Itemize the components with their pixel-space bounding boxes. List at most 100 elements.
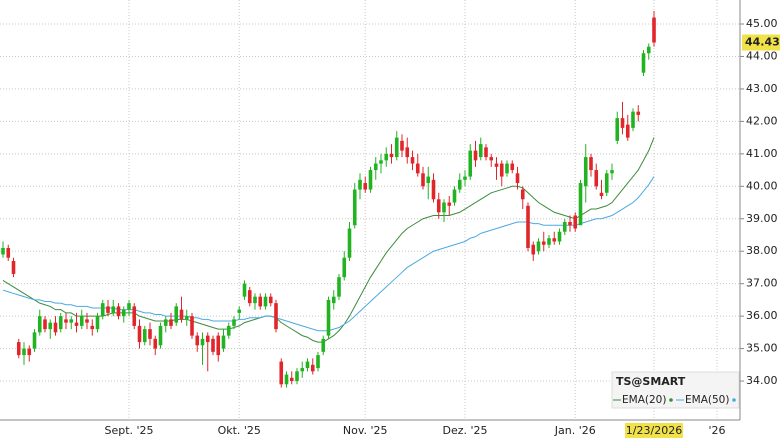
candle-body xyxy=(95,316,100,330)
last-price-label: 44.43 xyxy=(745,36,780,49)
candle-body xyxy=(494,163,499,167)
candle-body xyxy=(473,150,478,161)
candle-body xyxy=(268,296,273,304)
x-tick-label: '26 xyxy=(708,424,725,437)
candle-body xyxy=(242,283,247,297)
candle-body xyxy=(615,118,620,141)
candle-body xyxy=(106,306,110,313)
candle-body xyxy=(400,140,404,151)
candle-body xyxy=(505,163,509,174)
candle-body xyxy=(137,325,142,343)
x-tick-label: Sept. '25 xyxy=(104,424,153,437)
candle-body xyxy=(284,374,289,385)
candle-body xyxy=(489,157,494,161)
candle-body xyxy=(394,137,399,158)
legend-title: TS@SMART xyxy=(616,375,686,388)
candle-body xyxy=(321,338,326,352)
candle-body xyxy=(158,325,163,346)
candle-body xyxy=(358,179,362,190)
candle-body xyxy=(442,202,446,213)
candle-body xyxy=(121,309,126,317)
candle-body xyxy=(179,309,184,320)
candle-body xyxy=(326,299,331,336)
candle-body xyxy=(200,338,205,346)
candle-body xyxy=(646,46,651,54)
candle-body xyxy=(499,163,504,177)
candle-body xyxy=(295,371,299,382)
candle-body xyxy=(111,306,116,313)
candle-body xyxy=(247,290,252,304)
candle-body xyxy=(368,170,373,190)
candle-body xyxy=(148,329,152,339)
candle-body xyxy=(578,183,583,226)
candle-body xyxy=(116,306,121,317)
candle-body xyxy=(636,111,641,115)
candle-body xyxy=(132,306,137,326)
candle-body xyxy=(541,241,546,245)
candle-body xyxy=(22,348,26,356)
candle-body xyxy=(436,199,441,213)
candle-body xyxy=(573,215,578,229)
candle-body xyxy=(431,179,436,200)
candle-body xyxy=(237,309,242,313)
candle-body xyxy=(79,316,84,326)
candle-body xyxy=(410,157,415,164)
legend-label: EMA(20) xyxy=(622,394,666,406)
candle-body xyxy=(90,325,95,330)
candle-body xyxy=(64,319,68,323)
candle-body xyxy=(510,163,515,171)
candle-body xyxy=(100,303,105,317)
y-tick-label: 35.00 xyxy=(746,342,778,355)
candle-body xyxy=(48,322,53,330)
candle-body xyxy=(253,296,257,304)
last-price-box xyxy=(742,34,780,51)
candle-body xyxy=(37,316,42,333)
y-tick-label: 39.00 xyxy=(746,212,778,225)
candle-body xyxy=(463,176,467,180)
candle-body xyxy=(405,147,410,158)
y-tick-label: 34.00 xyxy=(746,374,778,387)
candle-body xyxy=(415,163,420,174)
y-tick-label: 40.00 xyxy=(746,179,778,192)
candle-body xyxy=(127,303,131,310)
legend: TS@SMART EMA(20) EMA(50) xyxy=(611,371,740,409)
candle-body xyxy=(363,183,368,190)
candle-body xyxy=(594,170,599,187)
candle-body xyxy=(447,202,452,206)
candle-body xyxy=(352,189,357,226)
y-tick-label: 37.00 xyxy=(746,277,778,290)
candle-body xyxy=(211,338,215,352)
candle-body xyxy=(16,342,21,356)
candle-body xyxy=(625,124,630,138)
candle-body xyxy=(373,163,378,171)
candle-body xyxy=(85,319,89,323)
candle-body xyxy=(342,257,347,278)
candle-body xyxy=(384,153,389,161)
y-tick-label: 44.00 xyxy=(746,49,778,62)
legend-dot xyxy=(732,398,736,402)
ema-line xyxy=(2,137,655,343)
candle-body xyxy=(6,247,11,258)
candle-body xyxy=(337,277,341,297)
candle-body xyxy=(74,322,79,326)
legend-box xyxy=(611,371,740,409)
candle-body xyxy=(205,335,210,343)
candle-body xyxy=(300,368,305,372)
candle-body xyxy=(142,329,147,343)
y-tick-label: 42.00 xyxy=(746,114,778,127)
candle-body xyxy=(620,118,625,128)
candle-body xyxy=(310,364,315,372)
candle-body xyxy=(562,222,567,232)
candle-body xyxy=(258,296,263,307)
candle-body xyxy=(484,147,488,158)
y-tick-label: 38.00 xyxy=(746,244,778,257)
candle-body xyxy=(195,335,200,346)
legend-label: EMA(50) xyxy=(685,394,729,406)
candle-body xyxy=(599,192,604,197)
candle-body xyxy=(263,296,268,307)
candle-body xyxy=(232,319,236,326)
candle-body xyxy=(557,231,562,242)
candle-body xyxy=(274,303,278,330)
candle-body xyxy=(53,322,58,333)
y-tick-label: 36.00 xyxy=(746,309,778,322)
